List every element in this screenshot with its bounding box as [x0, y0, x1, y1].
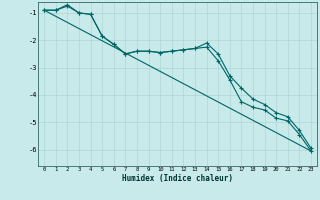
X-axis label: Humidex (Indice chaleur): Humidex (Indice chaleur)	[122, 174, 233, 183]
